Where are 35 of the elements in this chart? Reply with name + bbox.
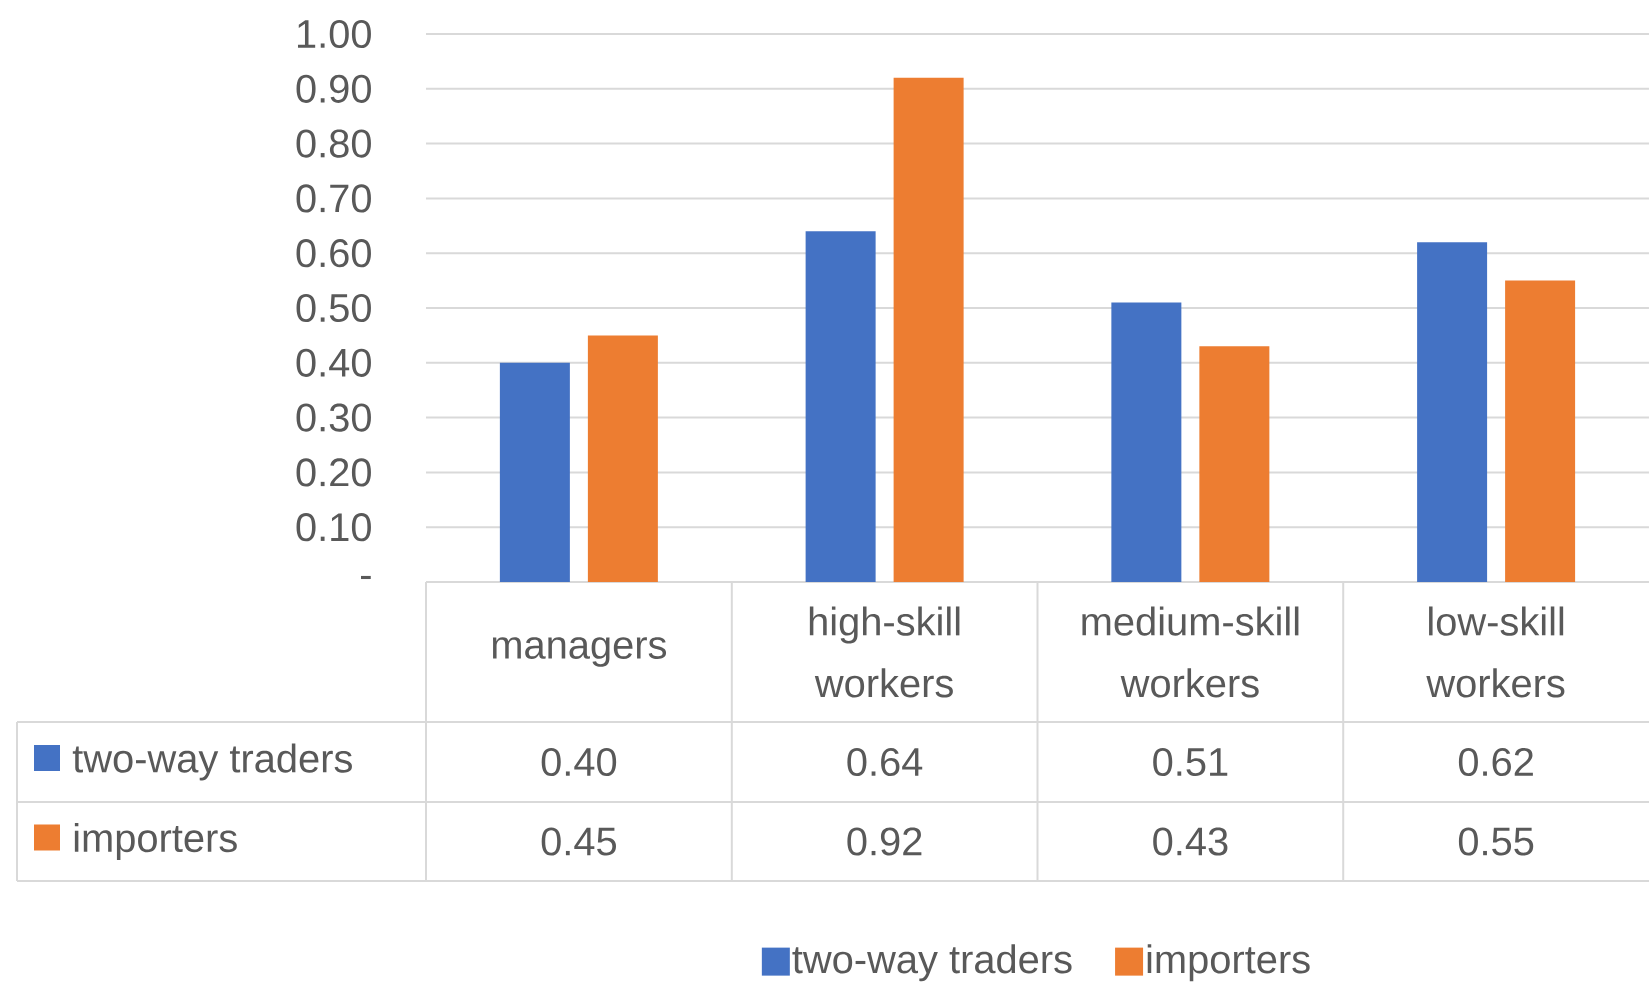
text: two-way traders [792, 944, 1072, 982]
y-tick-label: 0.40 [296, 348, 371, 377]
y-tick-label: - [361, 575, 371, 580]
legend-label: two-way traders [72, 743, 352, 781]
data-label: 0.51 [1153, 747, 1228, 777]
data-label: 0.64 [847, 747, 923, 777]
legend-label: importers [1147, 944, 1310, 982]
y-tick-label: 0.30 [296, 403, 371, 432]
bar [1199, 346, 1270, 582]
data-label: 0.40 [541, 747, 617, 777]
y-tick-label: 0.10 [296, 513, 371, 542]
bar [1417, 242, 1488, 582]
data-label: 0.43 [1153, 827, 1228, 856]
x-tick-label: low-skill workers [1426, 606, 1565, 698]
x-tick-label: medium-skill workers [1082, 606, 1299, 698]
y-tick-label: 0.80 [296, 129, 371, 158]
y-tick-label: 0.60 [296, 239, 371, 268]
x-tick-label: managers [492, 637, 667, 667]
x-tick-label: high-skill workers [809, 606, 960, 698]
text: importers [74, 822, 237, 861]
bar [587, 335, 658, 582]
data-label: 0.45 [541, 827, 616, 856]
data-label: 0.62 [1458, 747, 1533, 777]
y-tick-label: 0.90 [296, 74, 371, 103]
bar [1111, 302, 1182, 582]
y-tick-label: 0.50 [296, 293, 371, 323]
data-label: 0.55 [1458, 827, 1534, 856]
bar [893, 77, 964, 582]
bar [499, 362, 570, 582]
data-label: 0.92 [847, 827, 922, 856]
y-tick-label: 1.00 [297, 19, 371, 49]
bar [805, 231, 876, 582]
y-tick-label: 0.20 [296, 458, 371, 487]
y-tick-label: 0.70 [296, 184, 371, 213]
bar [1505, 280, 1576, 582]
